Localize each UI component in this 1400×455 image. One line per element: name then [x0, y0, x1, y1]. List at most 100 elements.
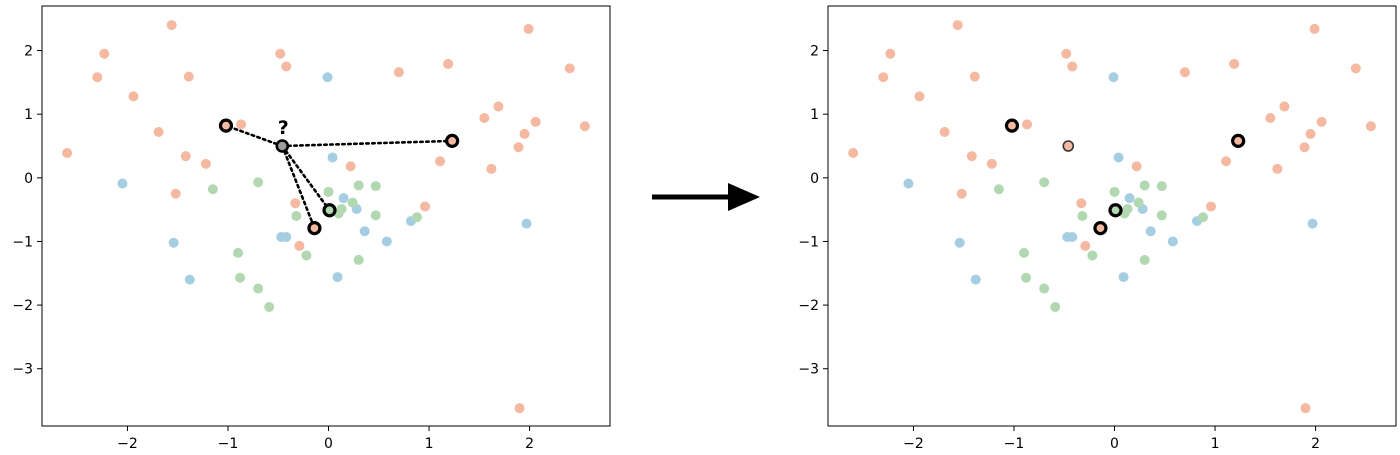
scatter-point: [966, 151, 977, 162]
scatter-point: [353, 254, 364, 265]
scatter-point: [523, 23, 534, 34]
y-tick-label: −2: [798, 298, 819, 314]
scatter-point: [1124, 193, 1135, 204]
scatter-point: [848, 148, 859, 158]
scatter-point: [233, 247, 244, 258]
scatter-point: [353, 180, 364, 191]
scatter-point: [370, 181, 381, 192]
y-tick-label: −3: [12, 362, 33, 378]
scatter-point: [903, 178, 914, 189]
scatter-point: [290, 198, 301, 209]
neighbor-point: [218, 118, 234, 133]
left-scatter-plot: −2 −1 0 1 2 2 1 0 −1 −2 −3?: [12, 5, 611, 452]
scatter-point: [1279, 101, 1290, 112]
y-tick-label: −1: [12, 234, 33, 250]
y-tick-label: 0: [810, 171, 819, 187]
scatter-point: [435, 156, 446, 167]
scatter-point: [264, 302, 275, 312]
x-tick-label: 1: [425, 436, 434, 452]
scatter-point: [1039, 283, 1050, 294]
scatter-point: [1272, 163, 1283, 174]
scatter-point: [1167, 236, 1178, 247]
scatter-point: [359, 226, 370, 237]
neighbor-link: [280, 144, 316, 230]
neighbor-point: [1093, 220, 1108, 236]
scatter-point: [885, 48, 896, 59]
scatter-point: [128, 91, 139, 102]
scatter-point: [200, 158, 211, 169]
neighbor-point: [445, 133, 460, 149]
scatter-point: [986, 158, 997, 169]
scatter-point: [370, 210, 381, 221]
scatter-point: [1067, 232, 1078, 242]
scatter-point: [954, 237, 965, 248]
plot-frame: [41, 5, 611, 427]
scatter-point: [939, 127, 950, 137]
scatter-point: [1118, 272, 1129, 283]
scatter-point: [993, 184, 1004, 195]
scatter-point: [1108, 72, 1119, 83]
scatter-point: [1022, 119, 1033, 130]
transition-arrow: [652, 183, 760, 211]
scatter-point: [1307, 218, 1318, 229]
scatter-point: [1350, 63, 1361, 74]
scatter-point: [1305, 128, 1316, 139]
scatter-point: [393, 67, 404, 78]
y-tick-label: −2: [12, 298, 33, 314]
scatter-point: [381, 236, 392, 247]
scatter-point: [180, 151, 191, 162]
scatter-point: [275, 48, 286, 59]
scatter-point: [1067, 61, 1078, 72]
x-tick-label: −1: [218, 436, 239, 452]
scatter-point: [878, 72, 889, 83]
scatter-point: [493, 101, 504, 112]
scatter-point: [117, 178, 128, 189]
scatter-point: [579, 121, 590, 132]
scatter-point: [1139, 254, 1150, 265]
neighbor-point: [307, 220, 322, 236]
neighbor-point: [1108, 203, 1123, 218]
y-tick-label: 1: [24, 107, 33, 123]
scatter-point: [1113, 152, 1124, 163]
y-tick-label: 1: [810, 107, 819, 123]
x-tick-label: −1: [1004, 436, 1025, 452]
y-tick-label: 2: [24, 44, 33, 60]
scatter-point: [332, 272, 343, 283]
scatter-point: [1021, 272, 1032, 283]
scatter-point: [1080, 240, 1091, 251]
query-label: ?: [278, 117, 289, 139]
scatter-point: [1077, 211, 1088, 221]
scatter-point: [1139, 180, 1150, 191]
x-tick-label: −2: [903, 436, 924, 452]
scatter-point: [291, 211, 302, 221]
scatter-point: [514, 403, 525, 414]
scatter-point: [1076, 198, 1087, 209]
scatter-point: [1133, 197, 1144, 208]
neighbor-link: [280, 139, 454, 148]
scatter-point: [338, 193, 349, 204]
scatter-point: [1197, 212, 1208, 223]
scatter-point: [1039, 177, 1050, 188]
x-tick-label: 2: [1311, 436, 1320, 452]
scatter-point: [969, 71, 980, 82]
scatter-point: [322, 72, 333, 83]
scatter-point: [294, 240, 305, 251]
scatter-point: [281, 61, 292, 72]
scatter-point: [153, 127, 164, 137]
scatter-point: [1316, 116, 1327, 127]
scatter-point: [1109, 186, 1120, 197]
scatter-point: [1179, 67, 1190, 78]
query-point: [275, 139, 290, 153]
scatter-point: [914, 91, 925, 102]
scatter-point: [420, 201, 431, 212]
neighbor-link: [280, 144, 331, 212]
scatter-point: [1300, 403, 1311, 414]
scatter-point: [519, 128, 530, 139]
scatter-point: [347, 197, 358, 208]
scatter-point: [236, 119, 247, 130]
scatter-point: [1365, 121, 1376, 132]
scatter-point: [301, 250, 312, 261]
x-tick-label: 1: [1211, 436, 1220, 452]
neighbor-link: [224, 124, 284, 148]
